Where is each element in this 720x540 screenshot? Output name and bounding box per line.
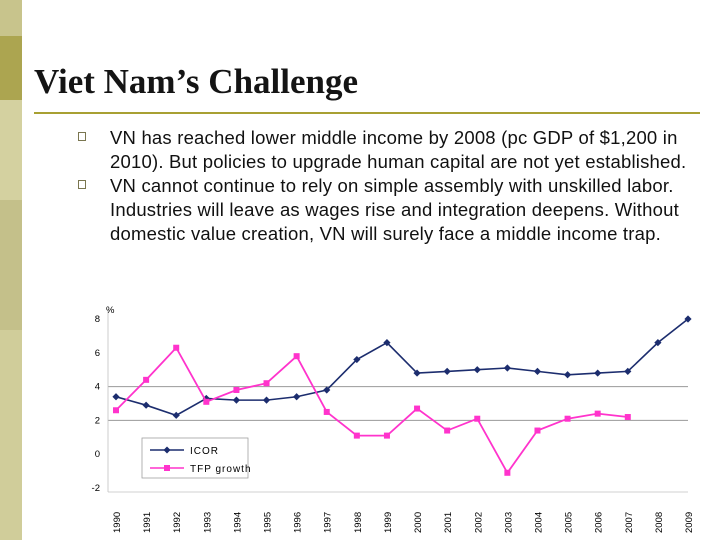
legend-box [141, 437, 249, 479]
x-tick-label: 2005 [564, 512, 575, 533]
x-tick-label: 1996 [293, 512, 304, 533]
data-point [233, 386, 240, 393]
x-tick-label: 1997 [323, 512, 334, 533]
data-point [534, 427, 541, 434]
data-point [262, 396, 271, 404]
data-point [564, 415, 571, 422]
data-point [684, 315, 692, 323]
y-unit-label: % [106, 305, 115, 316]
y-tick-label: 2 [95, 415, 100, 426]
data-point [173, 344, 180, 351]
y-tick-label: 8 [95, 314, 100, 325]
data-point [323, 408, 330, 415]
x-tick-label: 1994 [232, 512, 243, 533]
legend-marker [163, 446, 171, 454]
y-tick-label: 4 [95, 382, 100, 393]
data-point [443, 367, 451, 375]
decorative-sidebar [0, 0, 22, 540]
x-tick-label: 1992 [172, 512, 183, 533]
y-tick-label: 6 [95, 348, 100, 359]
x-tick-label: 1995 [263, 512, 274, 533]
title-underline [34, 112, 700, 114]
x-tick-label: 2006 [594, 512, 605, 533]
data-point [203, 398, 210, 405]
y-axis-ticks: -2 0 2 4 6 8 [92, 314, 100, 494]
data-point [112, 393, 120, 401]
x-tick-label: 2001 [443, 512, 454, 533]
square-bullet-icon [78, 132, 86, 141]
sidebar-block [0, 0, 22, 36]
square-bullet-icon [78, 180, 86, 189]
slide-title: Viet Nam’s Challenge [34, 62, 359, 101]
x-tick-label: 2004 [533, 512, 544, 533]
bullet-text: VN cannot continue to rely on simple ass… [110, 175, 679, 244]
data-point [504, 469, 511, 476]
x-tick-label: 2009 [684, 512, 695, 533]
x-tick-label: 2002 [473, 512, 484, 533]
series-line [115, 318, 689, 417]
x-tick-label: 2003 [503, 512, 514, 533]
sidebar-block [0, 330, 22, 540]
legend: ICOR TFP growth [141, 437, 252, 479]
data-point [142, 401, 150, 409]
data-point [473, 366, 481, 374]
legend-label: ICOR [190, 446, 219, 457]
data-point [414, 405, 421, 412]
x-tick-label: 1999 [383, 512, 394, 533]
bullet-list: VN has reached lower middle income by 20… [78, 126, 708, 246]
x-tick-label: 1993 [202, 512, 213, 533]
x-tick-label: 2008 [654, 512, 665, 533]
y-tick-label: -2 [92, 483, 100, 494]
sidebar-block [0, 200, 22, 330]
series-line [115, 346, 628, 475]
data-point [353, 355, 361, 364]
data-point [444, 427, 451, 434]
bullet-item: VN has reached lower middle income by 20… [78, 126, 708, 174]
data-point [293, 353, 300, 360]
x-tick-label: 1998 [353, 512, 364, 533]
x-tick-label: 1991 [142, 512, 153, 533]
legend-marker [164, 465, 170, 471]
x-axis-ticks: 1990 1991 1992 1993 1994 1995 1996 1997 1998 1999… [112, 512, 695, 533]
sidebar-block [0, 100, 22, 200]
x-tick-label: 2000 [413, 512, 424, 533]
bullet-text: VN has reached lower middle income by 20… [110, 127, 687, 172]
y-tick-label: 0 [95, 449, 100, 460]
x-tick-label: 2007 [624, 512, 635, 533]
data-point [474, 415, 481, 422]
gridlines [107, 309, 688, 493]
data-point [624, 414, 631, 421]
data-point [232, 396, 241, 404]
data-point [263, 380, 270, 387]
x-tick-label: 1990 [112, 512, 123, 533]
bullet-item: VN cannot continue to rely on simple ass… [78, 174, 708, 246]
data-point [383, 432, 390, 439]
sidebar-block [0, 36, 22, 100]
data-point [353, 432, 360, 439]
legend-label: TFP growth [190, 464, 252, 475]
data-point [113, 407, 119, 414]
data-point [563, 371, 572, 379]
data-point [594, 410, 601, 417]
data-point [143, 376, 150, 383]
